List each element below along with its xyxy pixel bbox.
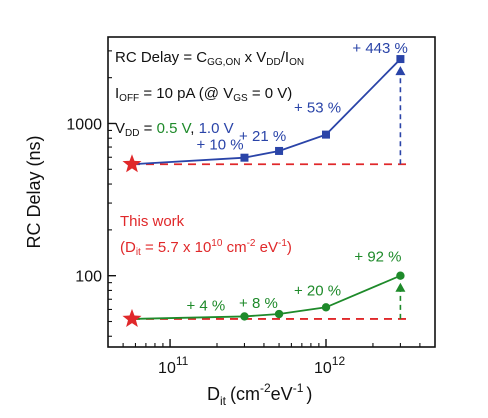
x-axis-title-exp2: -1 [293, 381, 304, 395]
delta-label: + 8 % [239, 295, 278, 312]
data-point [274, 309, 284, 319]
x-axis-title-main: D [207, 384, 220, 404]
legend-box: RC Delay = CGG,ON x VDD/ION IOFF = 10 pA… [115, 49, 304, 139]
data-point [240, 153, 249, 162]
data-point [275, 146, 284, 155]
delta-label: + 21 % [239, 128, 286, 145]
legend-line-1: RC Delay = CGG,ON x VDD/ION [115, 49, 304, 68]
plot-frame [107, 36, 436, 348]
delta-label: + 443 % [352, 40, 407, 57]
x-tick-label: 1011 [158, 354, 189, 377]
legend-line-2: IOFF = 10 pA (@ VGS = 0 V) [115, 85, 292, 104]
x-axis-title-sub: it [220, 394, 227, 408]
data-point [322, 130, 330, 139]
delta-label: + 92 % [354, 249, 401, 266]
reference-lines [131, 163, 409, 320]
this-work-dit-label: (Dit = 5.7 x 1010 cm-2 eV-1) [120, 238, 292, 258]
x-axis-title-unit2: eV [271, 384, 293, 404]
delta-label: + 10 % [196, 137, 243, 154]
x-tick-label: 1012 [314, 354, 345, 377]
data-point [396, 271, 405, 280]
delta-arrow-head [395, 282, 406, 292]
legend-green-label: 0.5 V [157, 120, 192, 137]
series-line [131, 58, 402, 166]
x-axis-title-close: ) [306, 384, 312, 404]
y-tick-label: 1000 [66, 116, 102, 133]
this-work-star [122, 154, 142, 173]
legend-blue-label: 1.0 V [199, 120, 234, 137]
axis-ticks: 1011 1012 100 1000 [66, 50, 421, 377]
this-work-star [122, 308, 142, 327]
delta-label: + 20 % [294, 282, 341, 299]
legend-line-3: VDD = 0.5 V, 1.0 V [115, 120, 234, 139]
data-point [240, 312, 249, 321]
y-tick-label: 100 [75, 269, 102, 286]
delta-arrows [395, 66, 406, 319]
x-axis-title-unit: (cm [230, 384, 260, 404]
x-axis-title: Dit (cm-2eV-1) [207, 381, 312, 408]
x-axis-title-exp1: -2 [260, 381, 271, 395]
data-point [321, 303, 331, 312]
data-point [396, 55, 405, 64]
this-work-label: This work [120, 213, 185, 230]
delta-label: + 4 % [186, 297, 225, 314]
marks-layer: + 10 %+ 21 % + 53 % + 443 % + 4 % + 8 % + 20 … [122, 40, 408, 327]
delta-label: + 53 % [294, 100, 341, 117]
y-axis-title: RC Delay (ns) [24, 135, 44, 248]
delta-arrow-head [395, 66, 406, 76]
